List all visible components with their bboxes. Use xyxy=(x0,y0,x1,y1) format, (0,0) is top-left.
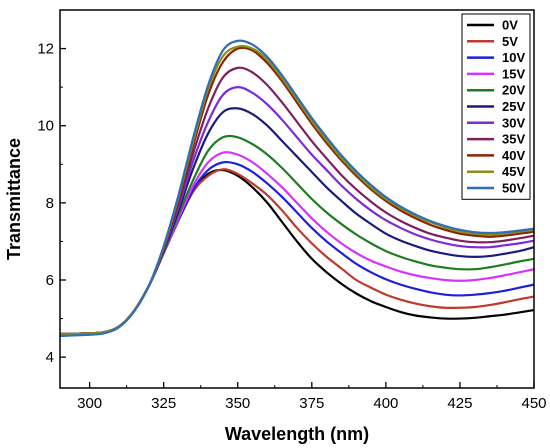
x-tick-label: 450 xyxy=(521,395,546,412)
y-axis: 4 6 8 10 12 xyxy=(37,9,66,366)
x-tick-label: 350 xyxy=(225,395,250,412)
legend-label: 20V xyxy=(502,83,525,98)
y-tick-label: 8 xyxy=(46,195,54,212)
y-tick-label: 6 xyxy=(46,272,54,289)
y-axis-title: Transmittance xyxy=(4,138,24,260)
x-axis: 300 325 350 375 400 425 450 xyxy=(77,382,547,412)
legend-label: 40V xyxy=(502,148,525,163)
legend-label: 25V xyxy=(502,99,525,114)
legend-label: 30V xyxy=(502,115,525,130)
x-tick-label: 325 xyxy=(151,395,176,412)
x-tick-label: 300 xyxy=(77,395,102,412)
y-tick-label: 10 xyxy=(37,118,54,135)
legend-label: 50V xyxy=(502,181,525,196)
y-tick-label: 12 xyxy=(37,41,54,58)
y-tick-label: 4 xyxy=(46,349,54,366)
legend-label: 15V xyxy=(502,66,525,81)
x-tick-label: 375 xyxy=(299,395,324,412)
x-tick-label: 425 xyxy=(447,395,472,412)
legend-box xyxy=(461,13,531,200)
series-line-50v xyxy=(59,39,535,338)
x-tick-label: 400 xyxy=(373,395,398,412)
legend-label: 45V xyxy=(502,164,525,179)
legend-label: 5V xyxy=(502,34,518,49)
x-axis-title: Wavelength (nm) xyxy=(225,424,369,444)
series-lines xyxy=(59,39,535,338)
legend-label: 0V xyxy=(502,18,518,33)
plot-frame xyxy=(59,9,535,389)
legend-label: 35V xyxy=(502,132,525,147)
legend-label: 10V xyxy=(502,50,525,65)
